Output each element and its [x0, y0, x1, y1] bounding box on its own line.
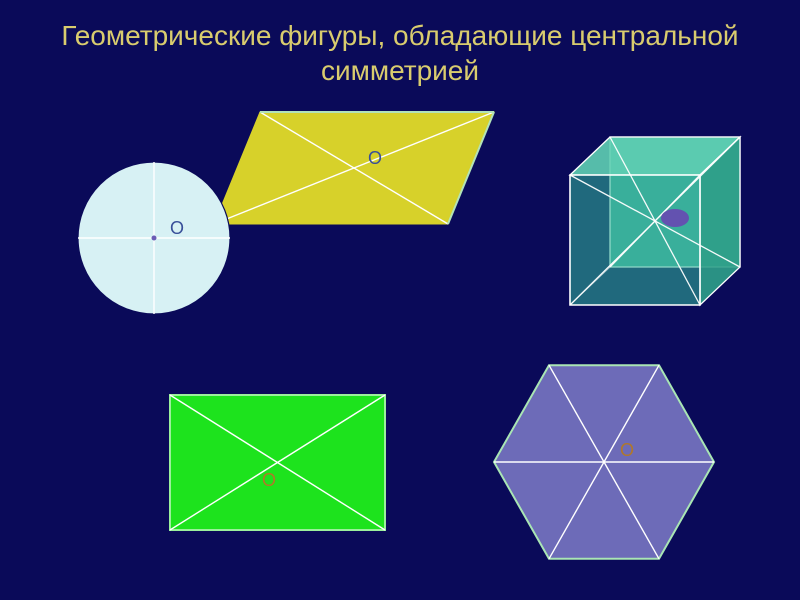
rectangle-center-label: О: [262, 470, 276, 491]
shapes-canvas: [0, 0, 800, 600]
parallelogram-center-label: О: [368, 148, 382, 169]
cube-shape: [570, 137, 740, 305]
rectangle-shape: [170, 395, 385, 530]
hexagon-shape: [494, 365, 714, 559]
hexagon-center-label: О: [620, 440, 634, 461]
parallelogram-shape: [214, 112, 494, 224]
circle-shape: [78, 162, 230, 314]
circle-center-label: О: [170, 218, 184, 239]
